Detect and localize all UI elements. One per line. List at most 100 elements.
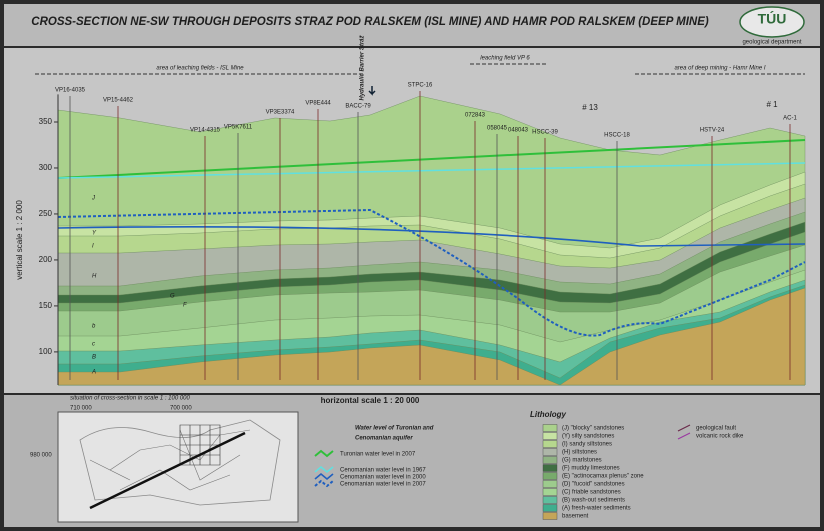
y-tick-label: 350: [39, 117, 53, 126]
well-label: HSCC-39: [532, 130, 558, 136]
layer-label: G: [170, 294, 175, 300]
structure-item: geological fault: [696, 426, 736, 432]
layer-label: F: [183, 303, 187, 309]
header-band: [4, 4, 820, 46]
well-label: VP16-4035: [55, 88, 86, 94]
lithology-item: (I) sandy siltstones: [562, 442, 612, 448]
layer-label: Y: [92, 231, 97, 237]
layer-label: c: [92, 342, 95, 348]
layer-label: b: [92, 324, 96, 330]
water-legend-item: Cenomanian water level in 1967: [340, 468, 426, 474]
lithology-swatch: [542, 464, 558, 472]
water-legend-item: Cenomanian water level in 2007: [340, 482, 426, 488]
lithology-swatch: [542, 504, 558, 512]
lithology-swatch: [542, 424, 558, 432]
water-level: [57, 226, 806, 247]
water-legend-symbol: [314, 479, 334, 488]
lithology-swatch: [542, 448, 558, 456]
water-legend-item: Cenomanian water level in 2000: [340, 475, 426, 481]
water-level: [57, 139, 806, 179]
zone-label: Hydraulic Barrier Stráž: [360, 34, 366, 100]
y-tick-label: 100: [39, 347, 53, 356]
x-scale-label: horizontal scale 1 : 20 000: [321, 396, 420, 405]
well-label: HSCC-18: [604, 133, 630, 139]
water-legend-symbol: [314, 449, 334, 458]
well-label: BACC-79: [345, 104, 371, 110]
lithology-item: basement: [562, 514, 589, 520]
zone-label: leaching field VP 6: [480, 56, 530, 62]
lithology-item: (B) wash-out sediments: [562, 498, 625, 504]
lithology-item: (A) fresh-water sediments: [562, 506, 631, 512]
zone-label: area of deep mining - Hamr Mine I: [674, 66, 765, 72]
y-tick-label: 150: [39, 301, 53, 310]
layer-label: H: [92, 274, 97, 280]
lithology-item: (D) "fucoid" sandstones: [562, 482, 625, 488]
well-label: VP14-4315: [190, 128, 221, 134]
logo: TÚU: [758, 10, 787, 27]
lithology-swatch: [542, 488, 558, 496]
well-label: STPC-16: [408, 83, 433, 89]
structure-symbol: [677, 432, 691, 440]
inset-coord: 710 000: [70, 406, 92, 412]
section-labels: 350 300 250 200 150 100 vertical scale 1 : 2 0…: [15, 34, 805, 405]
well-label: AC-1: [783, 116, 797, 122]
logo-badge: [739, 6, 805, 38]
shaft-label: # 1: [766, 100, 778, 109]
lithology-swatch: [542, 432, 558, 440]
inset-grid: [179, 424, 221, 466]
lithology-item: (F) muddy limestones: [562, 466, 620, 472]
water-level: [57, 208, 806, 337]
structure-item: volcanic rock dike: [696, 434, 744, 440]
inset-title: situation of cross-section in scale 1 : …: [70, 396, 190, 402]
layer-label: J: [91, 196, 96, 202]
water-level: [57, 162, 806, 179]
well-label: 058045: [487, 126, 508, 132]
inset-roads: [89, 429, 251, 491]
y-tick-label: 300: [39, 163, 53, 172]
water-legend-title: Cenomanian aquifer: [355, 436, 413, 442]
lithology-swatch: [542, 472, 558, 480]
cross-section: [57, 95, 806, 386]
well-label: VP15-4462: [103, 98, 134, 104]
lithology-swatch: [542, 480, 558, 488]
lithology-title: Lithology: [530, 410, 567, 419]
layer-label: A: [91, 370, 96, 376]
arrow: [368, 86, 376, 96]
lithology-swatch: [542, 512, 558, 520]
water-legend-title: Water level of Turonian and: [355, 426, 434, 432]
legend: situation of cross-section in scale 1 : …: [30, 396, 744, 520]
well-label: VP8E444: [305, 101, 331, 107]
department: geological department: [742, 40, 801, 46]
lithology-item: (E) "actinocamax plenus" zone: [562, 474, 644, 480]
water-legend-symbol: [314, 466, 334, 473]
well-label: HSTV-24: [700, 128, 725, 134]
y-axis-label: vertical scale 1 : 2 000: [15, 200, 24, 280]
well-label: VP5K7611: [224, 125, 253, 131]
lithology-item: (G) marlstones: [562, 458, 602, 464]
water-legend-symbol: [314, 472, 334, 481]
inset-coord: 700 000: [170, 406, 192, 412]
layer: [57, 287, 806, 386]
inset-coord: 980 000: [30, 453, 52, 459]
shaft-label: # 13: [582, 103, 598, 112]
y-tick-label: 200: [39, 255, 53, 264]
water-legend-item: Turonian water level in 2007: [340, 452, 416, 458]
lithology-swatch: [542, 496, 558, 504]
lithology-item: (Y) silty sandstones: [562, 434, 614, 440]
layer-label: B: [92, 355, 96, 361]
lithology-item: (J) "blocky" sandstones: [562, 426, 624, 432]
lithology-item: (H) siltstones: [562, 450, 597, 456]
inset-outline: [79, 419, 281, 506]
lithology-swatch: [542, 456, 558, 464]
layer-label: I: [92, 244, 94, 250]
title: CROSS-SECTION NE-SW THROUGH DEPOSITS STR…: [31, 16, 709, 28]
section-trace: [89, 431, 246, 510]
lithology-item: (C) friable sandstones: [562, 490, 621, 496]
y-tick-label: 250: [39, 209, 53, 218]
well-label: 072843: [465, 113, 486, 119]
well-label: 048043: [508, 128, 529, 134]
lithology-swatch: [542, 440, 558, 448]
structure-symbol: [677, 424, 691, 432]
well-label: VP3E3374: [266, 110, 295, 116]
